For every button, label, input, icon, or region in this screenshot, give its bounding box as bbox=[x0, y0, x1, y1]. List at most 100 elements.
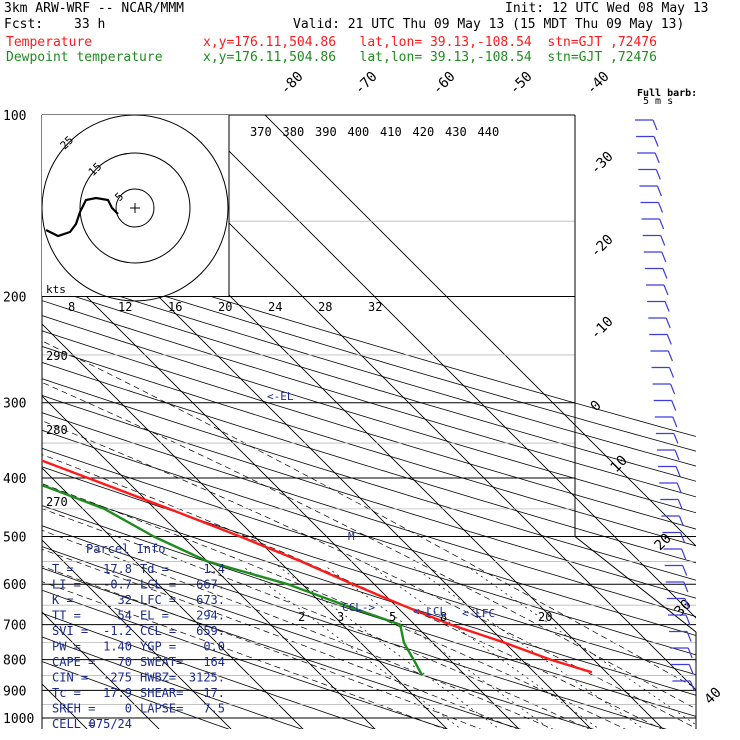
isotherm-line bbox=[42, 539, 232, 729]
mixing-ratio-line bbox=[412, 565, 645, 729]
isotherm-line bbox=[264, 115, 696, 547]
forecast-label: Fcst: bbox=[4, 17, 44, 32]
init-time: Init: 12 UTC Wed 08 May 13 bbox=[505, 1, 709, 16]
wind-barb bbox=[655, 432, 679, 444]
isotherm-label: 30 bbox=[672, 597, 695, 620]
moist-adiabat bbox=[42, 382, 696, 710]
wind-barb bbox=[651, 366, 675, 378]
mixing-ratio-label: 2 bbox=[298, 610, 305, 624]
isotherm-label: -70 bbox=[352, 69, 381, 98]
dry-adiabat bbox=[42, 567, 522, 729]
parcel-row-value: 17.9 bbox=[103, 686, 132, 700]
wind-barb bbox=[654, 416, 678, 428]
mixing-ratio-line bbox=[325, 565, 551, 729]
isotherm-label: -30 bbox=[588, 149, 617, 178]
parcel-row-value: 7.5 bbox=[203, 702, 225, 716]
theta-label: 370 bbox=[250, 125, 272, 139]
parcel-row-label: TT = bbox=[52, 609, 81, 623]
moist-adiabat bbox=[42, 420, 696, 729]
wind-barb bbox=[647, 300, 670, 312]
moist-adiabat bbox=[42, 548, 518, 729]
pressure-label: 400 bbox=[3, 472, 26, 487]
parcel-row-value: 659. bbox=[196, 624, 225, 638]
wind-barb bbox=[646, 284, 669, 296]
parcel-row-label: HWBZ= bbox=[140, 671, 176, 685]
parcel-row-label: YGP = bbox=[140, 640, 176, 654]
isotherm-label: -10 bbox=[588, 314, 617, 343]
wind-barb bbox=[658, 465, 681, 477]
wind-barb bbox=[660, 498, 683, 510]
barb-legend: Full barb: bbox=[637, 88, 697, 99]
isotherm-label: -40 bbox=[584, 69, 613, 98]
theta-label: 440 bbox=[478, 125, 500, 139]
parcel-row-label: CAPE = bbox=[52, 655, 95, 669]
parcel-row-value: 3125. bbox=[189, 671, 225, 685]
wind-barb bbox=[640, 201, 664, 213]
dry-adiabat bbox=[42, 505, 696, 717]
wind-barb bbox=[639, 185, 662, 197]
wind-barb bbox=[672, 680, 695, 692]
isotherm-line bbox=[192, 115, 696, 619]
dry-adiabat bbox=[42, 429, 696, 636]
temperature-legend: Temperature bbox=[6, 35, 93, 50]
parcel-row-value: 164 bbox=[203, 655, 225, 669]
forecast-hour: 33 h bbox=[74, 17, 106, 32]
parcel-row-label: CELL = bbox=[52, 717, 95, 731]
parcel-row-value: -0.7 bbox=[103, 578, 132, 592]
pressure-label: 100 bbox=[3, 109, 26, 124]
parcel-row-label: LAPSE= bbox=[140, 702, 183, 716]
dry-adiabat bbox=[42, 412, 696, 618]
parcel-row-label: CCL = bbox=[140, 624, 176, 638]
wind-barb bbox=[649, 333, 672, 345]
parcel-row-value: 54 bbox=[118, 609, 132, 623]
frame-right-diagonal bbox=[574, 536, 697, 633]
isotherm-line bbox=[42, 251, 520, 729]
hodograph-speed-label: 20 bbox=[218, 300, 232, 314]
side-theta-label: 290 bbox=[46, 349, 68, 363]
pressure-label: 1000 bbox=[3, 712, 34, 727]
parcel-row-value: 0 bbox=[125, 702, 132, 716]
wind-barb bbox=[637, 152, 660, 164]
wind-barb bbox=[661, 515, 684, 527]
wind-barb bbox=[671, 663, 694, 675]
mixing-ratio-label: 20 bbox=[538, 610, 552, 624]
wind-barb bbox=[638, 168, 661, 180]
isotherm-line bbox=[42, 395, 376, 729]
wind-barb bbox=[663, 548, 687, 560]
hodograph-ring bbox=[41, 114, 229, 302]
hodograph-speed-label: 12 bbox=[118, 300, 132, 314]
parcel-row-value: 075/24 bbox=[89, 717, 132, 731]
dewpoint-legend: Dewpoint temperature bbox=[6, 50, 163, 65]
moist-adiabat bbox=[42, 581, 446, 729]
temperature-profile-line bbox=[42, 459, 593, 674]
wind-barb bbox=[666, 597, 690, 609]
parcel-row-label: T = bbox=[52, 562, 74, 576]
theta-label: 380 bbox=[283, 125, 305, 139]
level-marker: <-LFC bbox=[462, 607, 495, 620]
theta-label: 390 bbox=[315, 125, 337, 139]
wind-barb bbox=[659, 482, 682, 494]
wind-barb bbox=[642, 234, 666, 246]
parcel-row-value: 70 bbox=[118, 655, 132, 669]
parcel-row-label: SHEAR= bbox=[140, 686, 183, 700]
parcel-info-title: Parcel Info bbox=[86, 542, 165, 556]
mixing-ratio-line bbox=[242, 565, 462, 729]
pressure-label: 900 bbox=[3, 684, 26, 699]
parcel-row-label: LCL = bbox=[140, 578, 176, 592]
isotherm-label: 10 bbox=[608, 453, 631, 476]
parcel-row-label: Td = bbox=[140, 562, 169, 576]
isotherm-line bbox=[42, 611, 160, 729]
hodograph-speed-label: 32 bbox=[368, 300, 382, 314]
parcel-info-box: Parcel Info T = 17.8 Td = 1.4 LI = -0.7 LCL = 66… bbox=[52, 542, 225, 731]
hodograph-ring bbox=[115, 188, 155, 228]
side-theta-label: 280 bbox=[46, 423, 68, 437]
level-marker: <-EL bbox=[267, 390, 294, 403]
isotherm-label: 0 bbox=[588, 398, 605, 415]
dry-adiabat bbox=[42, 546, 594, 729]
isotherm-label: -50 bbox=[507, 69, 536, 98]
isotherm-label: 40 bbox=[702, 685, 725, 708]
wind-barb bbox=[644, 267, 668, 279]
level-marker: M bbox=[348, 530, 355, 543]
wind-barb bbox=[648, 317, 671, 329]
